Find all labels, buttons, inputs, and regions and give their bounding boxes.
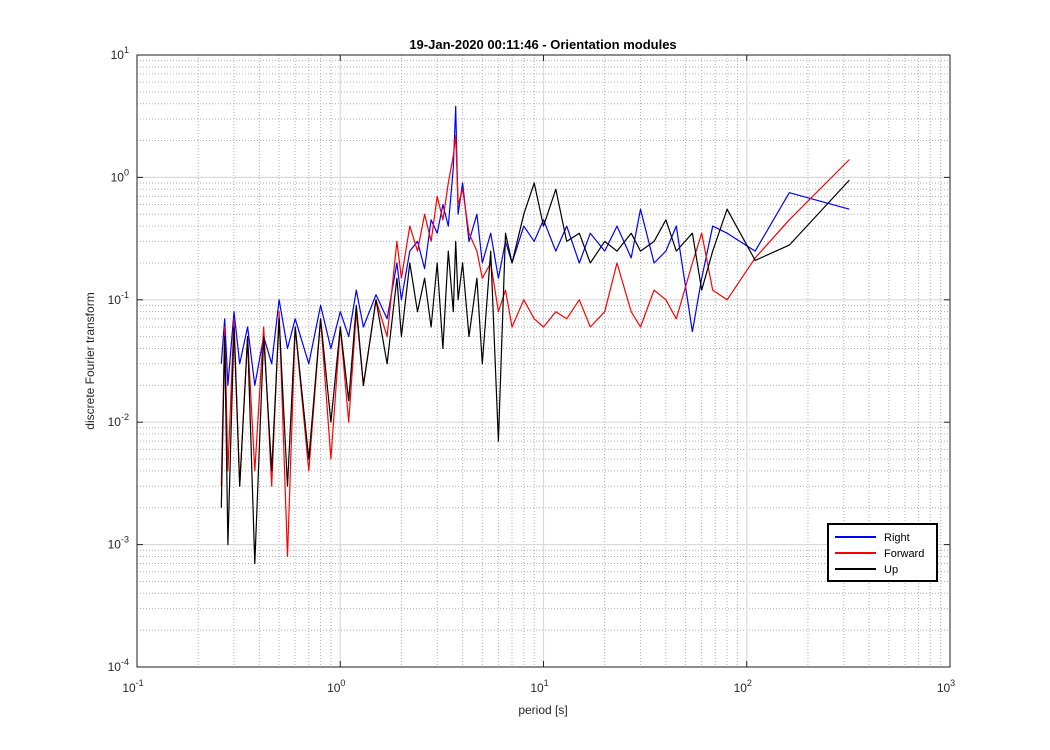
legend-label-forward: Forward xyxy=(884,548,924,560)
y-tick-label: 10-4 xyxy=(108,657,129,674)
legend-box xyxy=(827,523,938,582)
series-layer xyxy=(220,105,850,565)
legend: Right Forward Up xyxy=(827,523,938,582)
series-line-up xyxy=(220,179,850,565)
x-axis-label: period [s] xyxy=(518,703,567,717)
y-tick-label: 10-1 xyxy=(108,290,129,307)
series-line-right xyxy=(220,105,850,386)
y-tick-label: 101 xyxy=(111,45,129,62)
x-tick-label: 100 xyxy=(327,678,345,695)
legend-label-up: Up xyxy=(884,564,898,576)
minor-grid xyxy=(137,55,950,667)
y-axis-label: discrete Fourier transform xyxy=(83,292,97,429)
y-tick-label: 100 xyxy=(111,167,129,184)
series-line-forward xyxy=(220,134,850,558)
y-tick-label: 10-2 xyxy=(108,412,129,429)
x-tick-label: 103 xyxy=(937,678,955,695)
x-tick-label: 102 xyxy=(734,678,752,695)
x-axis: 10-1 100 101 102 103 xyxy=(122,55,955,695)
y-axis: 10-4 10-3 10-2 10-1 100 101 xyxy=(108,45,950,674)
y-tick-label: 10-3 xyxy=(108,535,129,552)
chart-title: 19-Jan-2020 00:11:46 - Orientation modul… xyxy=(409,37,676,52)
x-tick-label: 10-1 xyxy=(122,678,143,695)
legend-label-right: Right xyxy=(884,532,910,544)
x-tick-label: 101 xyxy=(530,678,548,695)
